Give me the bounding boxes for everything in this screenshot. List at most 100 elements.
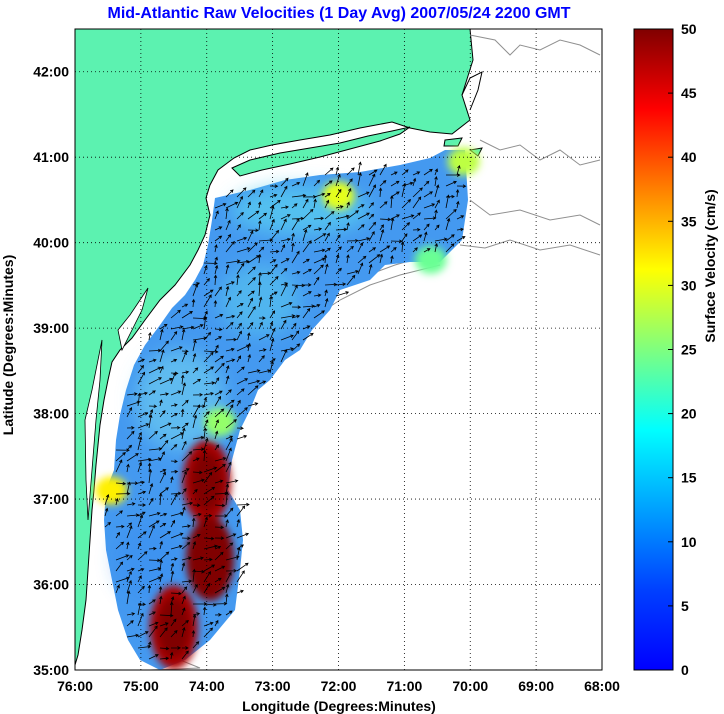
velocity-arrow [148, 331, 152, 341]
land-mass [75, 29, 474, 666]
velocity-arrow [368, 263, 373, 275]
velocity-arrow [346, 210, 359, 220]
velocity-arrow [203, 513, 213, 518]
longitude-tick-label: 70:00 [452, 678, 488, 694]
velocity-arrow [423, 231, 428, 242]
velocity-arrow [192, 283, 198, 297]
velocity-arrow [192, 470, 203, 475]
velocity-arrow [323, 254, 328, 264]
velocity-arrow [225, 389, 232, 396]
velocity-arrow [346, 222, 350, 231]
map-frame [74, 28, 603, 671]
velocity-arrow [269, 184, 279, 188]
velocity-arrow [115, 452, 126, 462]
velocity-arrow [137, 602, 142, 616]
velocity-arrow [214, 362, 225, 374]
velocity-arrow [357, 172, 362, 187]
velocity-arrow [148, 512, 161, 517]
velocity-arrow [225, 491, 229, 506]
velocity-arrow [335, 205, 344, 209]
velocity-arrow [390, 171, 398, 176]
velocity-arrow [137, 612, 144, 627]
velocity-arrow [368, 202, 375, 209]
velocity-arrow [192, 613, 197, 627]
velocity-arrow [324, 180, 333, 187]
velocity-arrow [236, 259, 250, 264]
velocity-arrow [335, 234, 341, 242]
velocity-arrow [423, 168, 433, 176]
velocity-arrow [280, 334, 294, 341]
velocity-arrow [313, 276, 320, 286]
velocity-arrow [225, 507, 234, 517]
velocity-arrow [236, 247, 251, 253]
velocity-arrow [159, 377, 174, 385]
velocity-arrow [313, 264, 324, 275]
velocity-arrow [357, 242, 363, 253]
velocity-arrow [247, 242, 258, 253]
velocity-arrow [170, 346, 183, 352]
velocity-arrow [225, 610, 233, 616]
velocity-arrow [225, 375, 230, 385]
velocity-arrow [203, 310, 208, 319]
velocity-arrow [181, 451, 193, 462]
velocity-arrow [137, 371, 146, 385]
velocity-arrow [137, 461, 143, 473]
velocity-arrow [181, 506, 186, 517]
hotspot [322, 181, 355, 210]
velocity-arrow [247, 266, 256, 275]
velocity-arrow [357, 212, 370, 220]
velocity-arrow [181, 468, 190, 473]
velocity-arrow [214, 463, 226, 473]
velocity-arrow [446, 173, 461, 177]
velocity-arrow [225, 533, 237, 539]
velocity-arrow [291, 250, 300, 264]
map-title: Mid-Atlantic Raw Velocities (1 Day Avg) … [108, 5, 571, 22]
velocity-arrow [214, 244, 218, 253]
velocity-arrow [148, 409, 153, 418]
velocity-arrow [291, 203, 298, 209]
x-axis-label: Longitude (Degrees:Minutes) [242, 698, 436, 714]
velocity-arrow [225, 435, 234, 440]
velocity-arrow [203, 289, 214, 297]
velocity-arrow [302, 332, 314, 341]
velocity-arrow [258, 246, 265, 253]
velocity-arrow [225, 296, 231, 308]
velocity-arrow [269, 229, 280, 242]
velocity-arrow [159, 433, 167, 440]
velocity-arrow [456, 165, 461, 176]
velocity-arrow [434, 209, 438, 220]
velocity-arrow [236, 322, 243, 330]
velocity-arrow [191, 517, 196, 528]
velocity-arrow [148, 377, 162, 385]
velocity-arrow [390, 255, 394, 264]
velocity-arrow [192, 568, 196, 583]
latitude-tick-label: 40:00 [33, 235, 69, 251]
velocity-arrow [225, 519, 229, 528]
velocity-arrow [445, 208, 457, 220]
colorbar-tick-label: 45 [681, 85, 697, 101]
velocity-arrow [169, 651, 174, 660]
velocity-arrow [202, 606, 207, 616]
velocity-arrow [214, 514, 228, 518]
velocity-arrow [192, 393, 204, 397]
velocity-arrow [247, 297, 253, 308]
velocity-arrow [412, 247, 418, 253]
velocity-arrow [434, 237, 448, 242]
velocity-arrow [368, 213, 375, 220]
velocity-arrow [379, 201, 388, 209]
velocity-arrow [148, 621, 159, 627]
velocity-arrow [126, 554, 133, 561]
velocity-arrow [236, 187, 247, 198]
velocity-arrow [291, 182, 301, 187]
velocity-arrow [302, 268, 312, 275]
velocity-arrow [159, 512, 168, 517]
velocity-arrow [225, 201, 239, 209]
velocity-arrow [269, 310, 276, 319]
velocity-arrow [258, 380, 267, 385]
velocity-arrow [137, 514, 144, 528]
velocity-arrow [412, 196, 422, 209]
velocity-arrow [236, 262, 245, 275]
velocity-arrow [335, 267, 342, 275]
velocity-arrow [181, 382, 186, 396]
velocity-arrow [170, 591, 182, 596]
